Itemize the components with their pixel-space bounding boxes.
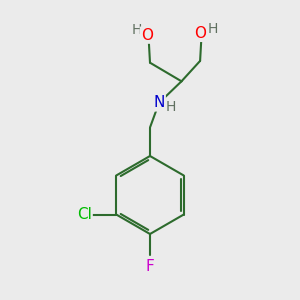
Text: H: H <box>166 100 176 114</box>
Text: O: O <box>141 28 153 43</box>
Text: Cl: Cl <box>77 207 92 222</box>
Text: N: N <box>153 95 165 110</box>
Text: H: H <box>132 23 142 37</box>
Text: H: H <box>208 22 218 35</box>
Text: F: F <box>146 259 154 274</box>
Text: O: O <box>194 26 206 41</box>
